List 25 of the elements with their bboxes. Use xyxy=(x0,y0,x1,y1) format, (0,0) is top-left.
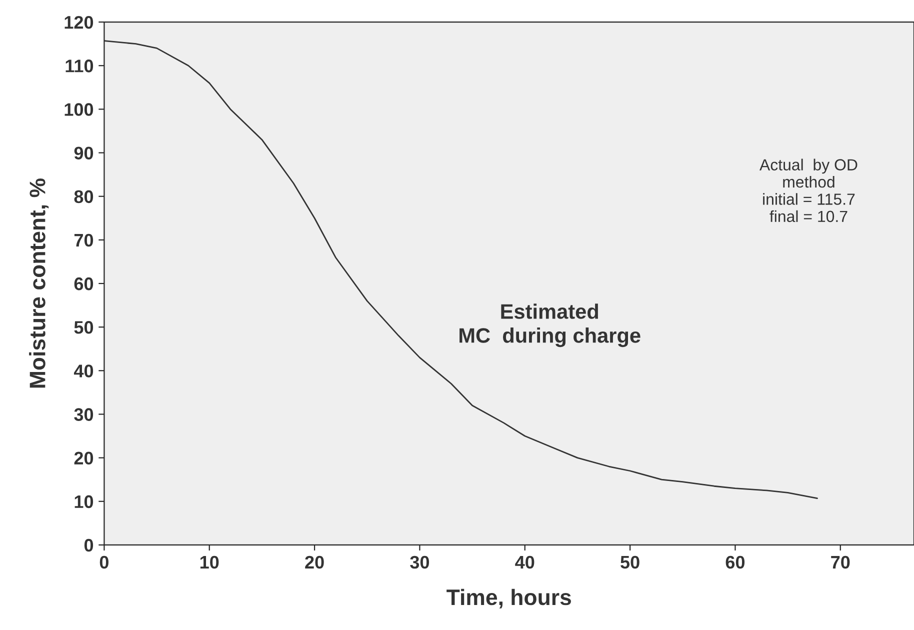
x-tick-label: 30 xyxy=(410,556,430,569)
annotation: Estimated MC during charge xyxy=(460,304,640,348)
x-tick-label: 20 xyxy=(305,556,324,569)
y-tick-label: 120 xyxy=(64,16,94,29)
x-tick-label: 40 xyxy=(515,556,534,569)
y-tick-label: 0 xyxy=(84,538,94,552)
y-tick-label: 70 xyxy=(74,234,94,247)
x-tick-label: 10 xyxy=(200,556,219,569)
y-tick-label: 100 xyxy=(64,103,94,116)
y-tick-label: 90 xyxy=(74,146,94,160)
x-tick-label: 70 xyxy=(831,556,850,569)
x-axis-title: Time, hours xyxy=(446,588,571,608)
y-axis-title: Moisture content, % xyxy=(29,178,49,388)
y-tick-label: 80 xyxy=(74,190,94,204)
y-tick-label: 50 xyxy=(74,321,94,334)
y-tick-label: 30 xyxy=(74,408,94,421)
x-tick-label: 0 xyxy=(100,556,108,569)
x-tick-label: 50 xyxy=(620,556,640,569)
y-tick-label: 60 xyxy=(74,277,94,290)
annotation: Actual by OD method initial = 115.7 final = 10.7 xyxy=(759,158,858,222)
y-tick-label: 40 xyxy=(74,364,94,378)
y-tick-label: 20 xyxy=(74,452,94,465)
y-tick-label: 10 xyxy=(74,495,94,508)
y-tick-label: 110 xyxy=(66,60,94,72)
x-tick-label: 60 xyxy=(726,556,745,569)
